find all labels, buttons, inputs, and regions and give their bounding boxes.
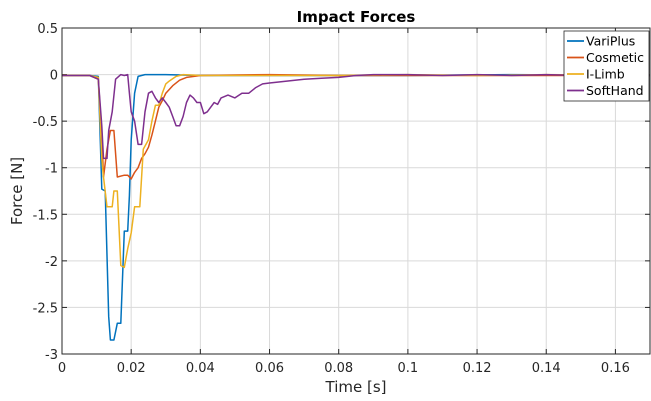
x-axis-ticks: 0 0.02 0.04 0.06 0.08 0.1 0.12 0.14 0.16 bbox=[58, 28, 630, 376]
plot-area bbox=[62, 28, 650, 354]
legend-label-variplus: VariPlus bbox=[586, 34, 635, 49]
y-axis-label: Force [N] bbox=[8, 157, 26, 225]
x-tick-label: 0.1 bbox=[398, 361, 419, 376]
y-tick-label: -2 bbox=[45, 255, 58, 270]
series-lines bbox=[62, 73, 651, 341]
y-tick-label: -0.5 bbox=[33, 115, 58, 130]
series-line-i-limb bbox=[62, 73, 651, 269]
legend-box bbox=[563, 30, 650, 102]
plot-frame bbox=[61, 27, 651, 355]
y-tick-label: -3 bbox=[45, 348, 58, 363]
x-tick-label: 0.06 bbox=[255, 361, 284, 376]
x-tick-label: 0.02 bbox=[117, 361, 146, 376]
legend-label-cosmetic: Cosmetic bbox=[586, 50, 644, 65]
x-tick-label: 0 bbox=[58, 361, 66, 376]
x-tick-label: 0.08 bbox=[324, 361, 353, 376]
y-tick-label: 0 bbox=[50, 69, 58, 84]
y-tick-label: -1.5 bbox=[33, 208, 58, 223]
x-tick-label: 0.14 bbox=[532, 361, 561, 376]
x-tick-label: 0.04 bbox=[186, 361, 215, 376]
x-axis-label: Time [s] bbox=[325, 378, 387, 396]
y-tick-label: 0.5 bbox=[37, 22, 58, 37]
y-tick-label: -2.5 bbox=[33, 301, 58, 316]
x-tick-label: 0.16 bbox=[601, 361, 630, 376]
series-line-softhand bbox=[62, 73, 651, 160]
legend-label-i-limb: I-Limb bbox=[586, 67, 625, 82]
y-axis-ticks: -3 -2.5 -2 -1.5 -1 -0.5 0 0.5 bbox=[33, 22, 650, 363]
y-tick-label: -1 bbox=[45, 162, 58, 177]
x-tick-label: 0.12 bbox=[463, 361, 492, 376]
chart-title: Impact Forces bbox=[297, 8, 416, 26]
legend-label-softhand: SoftHand bbox=[586, 83, 644, 98]
